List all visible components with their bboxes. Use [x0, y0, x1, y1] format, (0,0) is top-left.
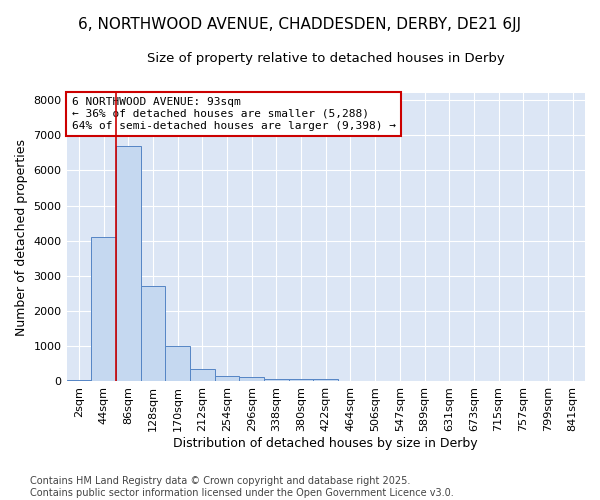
Bar: [215, 376, 239, 382]
Text: 6, NORTHWOOD AVENUE, CHADDESDEN, DERBY, DE21 6JJ: 6, NORTHWOOD AVENUE, CHADDESDEN, DERBY, …: [79, 18, 521, 32]
Text: Contains HM Land Registry data © Crown copyright and database right 2025.
Contai: Contains HM Land Registry data © Crown c…: [30, 476, 454, 498]
Bar: [67, 380, 91, 382]
X-axis label: Distribution of detached houses by size in Derby: Distribution of detached houses by size …: [173, 437, 478, 450]
Bar: [313, 380, 338, 382]
Bar: [165, 346, 190, 382]
Bar: [289, 380, 313, 382]
Bar: [91, 238, 116, 382]
Text: 6 NORTHWOOD AVENUE: 93sqm
← 36% of detached houses are smaller (5,288)
64% of se: 6 NORTHWOOD AVENUE: 93sqm ← 36% of detac…: [72, 98, 396, 130]
Y-axis label: Number of detached properties: Number of detached properties: [15, 139, 28, 336]
Bar: [264, 380, 289, 382]
Bar: [239, 377, 264, 382]
Bar: [116, 146, 140, 382]
Bar: [190, 369, 215, 382]
Bar: [140, 286, 165, 382]
Title: Size of property relative to detached houses in Derby: Size of property relative to detached ho…: [147, 52, 505, 66]
